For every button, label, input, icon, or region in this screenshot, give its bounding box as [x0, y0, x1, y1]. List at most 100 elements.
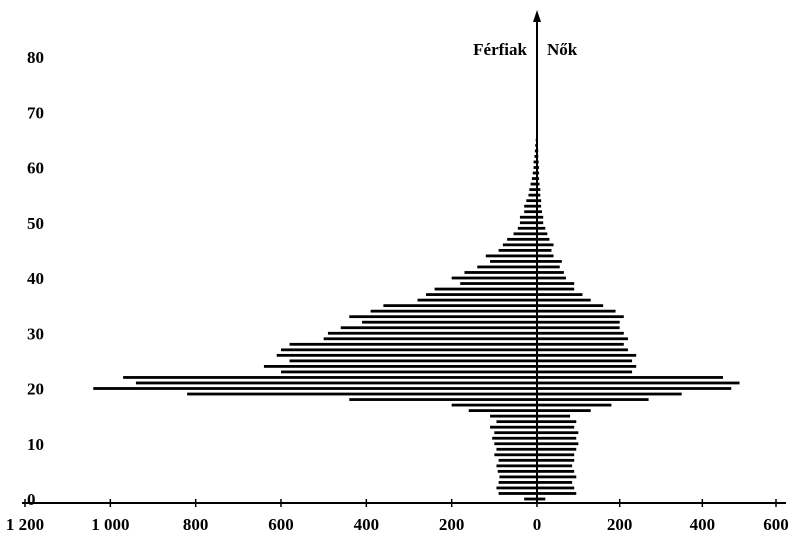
bar-male-age-40: [451, 276, 537, 280]
bar-female-age-19: [537, 392, 682, 396]
bar-male-age-12: [494, 431, 537, 435]
y-tick-label-2: 20: [27, 380, 44, 399]
bar-male-age-26: [276, 353, 537, 357]
bar-male-age-19: [187, 392, 537, 396]
bar-female-age-16: [537, 409, 591, 412]
bar-female-age-24: [537, 365, 637, 368]
x-ticks-layer: 1 200 1 000 800 600 400 200 0 200 400 600: [6, 499, 789, 534]
bar-male-age-38: [434, 287, 537, 291]
bar-female-age-12: [537, 431, 579, 435]
bar-male-age-32: [362, 320, 537, 324]
bars-layer: [93, 138, 740, 501]
y-tick-label-1: 10: [27, 435, 44, 454]
bar-male-age-7: [498, 458, 537, 462]
bar-male-age-48: [513, 232, 537, 236]
bar-male-age-56: [529, 188, 537, 191]
bar-female-age-54: [537, 199, 542, 203]
bar-female-age-8: [537, 453, 575, 457]
bar-female-age-13: [537, 425, 575, 429]
x-tick-label-left-4: 400: [354, 515, 380, 534]
bar-male-age-51: [519, 215, 537, 219]
bar-female-age-4: [537, 475, 577, 479]
bar-male-age-18: [349, 398, 537, 401]
bar-male-age-62: [534, 155, 537, 158]
bar-female-age-2: [537, 486, 575, 490]
bar-male-age-25: [289, 359, 537, 363]
bar-male-age-61: [533, 160, 537, 164]
y-ticks-layer: 0 10 20 30 40 50 60 70 80: [27, 48, 44, 509]
bar-male-age-45: [498, 248, 537, 252]
bar-male-age-23: [281, 370, 537, 374]
legend-female: Nők: [547, 40, 578, 59]
bar-female-age-11: [537, 436, 577, 440]
bar-male-age-59: [532, 171, 537, 175]
bar-male-age-28: [289, 342, 537, 346]
bar-male-age-47: [507, 237, 537, 241]
bar-female-age-56: [537, 188, 541, 191]
bar-female-age-44: [537, 254, 554, 258]
bar-female-age-55: [537, 193, 541, 197]
bar-female-age-27: [537, 348, 628, 352]
bar-male-age-46: [502, 243, 537, 247]
y-tick-label-0: 0: [27, 490, 36, 509]
bar-female-age-32: [537, 320, 620, 324]
bar-male-age-52: [524, 210, 537, 214]
bar-male-age-9: [496, 447, 537, 451]
bar-male-age-35: [383, 304, 537, 308]
bar-female-age-35: [537, 304, 604, 308]
bar-female-age-21: [537, 381, 740, 385]
bar-male-age-55: [528, 193, 537, 197]
bar-female-age-53: [537, 204, 542, 208]
bar-female-age-37: [537, 293, 583, 296]
bar-female-age-18: [537, 398, 649, 401]
x-tick-label-left-3: 600: [268, 515, 294, 534]
x-tick-label-left-0: 1 200: [6, 515, 44, 534]
bar-male-age-58: [531, 177, 537, 180]
bar-male-age-21: [135, 381, 537, 385]
bar-female-age-48: [537, 232, 548, 236]
bar-male-age-30: [327, 331, 537, 335]
bar-female-age-41: [537, 271, 564, 274]
bar-female-age-49: [537, 226, 546, 230]
bar-male-age-1: [498, 492, 537, 495]
bar-male-age-53: [524, 204, 537, 208]
bar-female-age-45: [537, 248, 552, 252]
x-tick-label-left-6: 0: [533, 515, 542, 534]
y-tick-label-7: 70: [27, 103, 44, 122]
bar-male-age-39: [460, 282, 537, 285]
bar-female-age-23: [537, 370, 633, 374]
x-tick-label-left-5: 200: [439, 515, 465, 534]
bar-female-age-9: [537, 447, 577, 451]
bar-female-age-40: [537, 276, 566, 280]
bar-male-age-10: [494, 442, 537, 446]
x-tick-label-right-0: 200: [607, 515, 633, 534]
bar-female-age-5: [537, 469, 575, 473]
bar-male-age-27: [281, 348, 537, 352]
bar-female-age-57: [537, 182, 540, 186]
bar-male-age-24: [263, 365, 537, 368]
bar-male-age-22: [123, 376, 537, 379]
bar-female-age-36: [537, 298, 591, 302]
bar-male-age-63: [534, 149, 537, 153]
bar-male-age-14: [496, 420, 537, 424]
bar-female-age-1: [537, 492, 577, 495]
bar-female-age-7: [537, 458, 575, 462]
bar-female-age-22: [537, 376, 723, 379]
x-tick-label-right-2: 600: [763, 515, 789, 534]
bar-male-age-11: [492, 436, 537, 440]
bar-female-age-30: [537, 331, 624, 335]
bar-male-age-20: [93, 387, 538, 390]
bar-female-age-33: [537, 315, 624, 319]
bar-female-age-17: [537, 403, 612, 407]
bar-male-age-4: [499, 475, 537, 479]
bar-female-age-59: [537, 171, 540, 175]
bar-male-age-17: [451, 403, 537, 407]
bar-male-age-33: [349, 315, 537, 319]
bar-male-age-0: [524, 497, 537, 501]
bar-female-age-31: [537, 326, 620, 330]
bar-female-age-20: [537, 387, 732, 390]
bar-male-age-15: [490, 414, 537, 418]
bar-female-age-50: [537, 221, 544, 225]
bar-female-age-39: [537, 282, 575, 285]
bar-female-age-6: [537, 464, 573, 468]
